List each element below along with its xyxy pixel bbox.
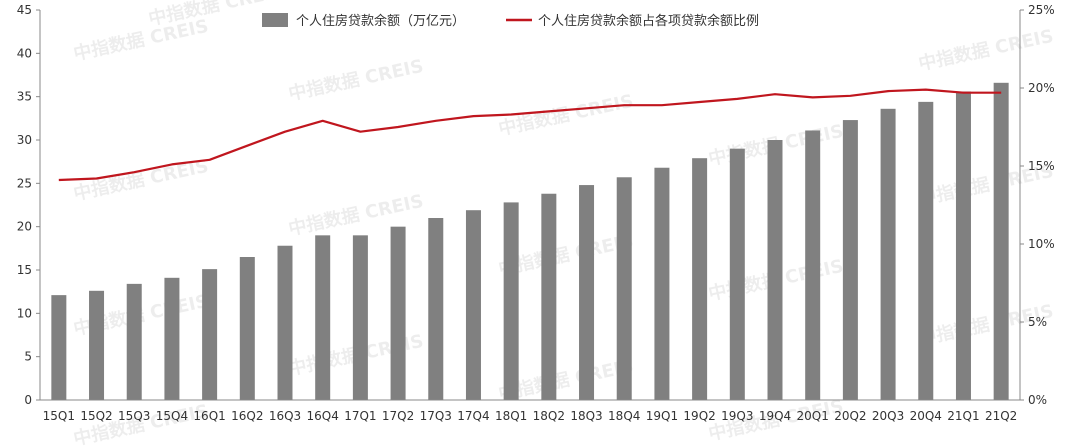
y-right-tick-label: 20%: [1028, 81, 1055, 95]
x-tick-label: 18Q3: [570, 409, 602, 423]
x-tick-label: 18Q1: [495, 409, 527, 423]
bar-16Q4: [315, 235, 331, 400]
x-tick-label: 17Q4: [457, 409, 489, 423]
y-right-tick-label: 25%: [1028, 3, 1055, 17]
y-left-tick-label: 35: [17, 90, 32, 104]
y-right-tick-labels: 0% 5% 10% 15% 20% 25%: [1020, 3, 1055, 407]
bar-21Q1: [955, 91, 971, 400]
bar-17Q4: [465, 210, 481, 400]
legend-line-label: 个人住房贷款余额占各项贷款余额比例: [538, 13, 759, 29]
x-tick-label: 19Q1: [646, 409, 678, 423]
x-tick-label: 19Q2: [683, 409, 715, 423]
y-left-tick-label: 40: [17, 46, 32, 60]
bar-18Q3: [579, 185, 595, 400]
bar-18Q4: [616, 177, 632, 400]
x-tick-label: 21Q2: [985, 409, 1017, 423]
bar-20Q4: [918, 101, 934, 400]
axes: [39, 10, 1021, 401]
legend-bar-label: 个人住房贷款余额（万亿元）: [296, 13, 465, 29]
watermark-text: 中指数据 CREIS: [71, 400, 210, 447]
y-right-tick-label: 0%: [1028, 393, 1047, 407]
x-tick-label: 19Q4: [759, 409, 791, 423]
y-left-tick-label: 20: [17, 220, 32, 234]
x-tick-label: 15Q3: [118, 409, 150, 423]
x-tick-label: 16Q2: [231, 409, 263, 423]
x-tick-label: 20Q2: [834, 409, 866, 423]
x-tick-label: 17Q1: [344, 409, 376, 423]
x-tick-label: 19Q3: [721, 409, 753, 423]
bar-15Q3: [126, 283, 142, 400]
bar-15Q1: [51, 295, 67, 400]
ratio-line: [58, 88, 1002, 182]
x-tick-label: 16Q4: [307, 409, 339, 423]
x-tick-label: 18Q2: [533, 409, 565, 423]
bar-19Q1: [654, 167, 670, 400]
legend: 个人住房贷款余额（万亿元） 个人住房贷款余额占各项贷款余额比例: [262, 13, 759, 29]
watermark-text: 中指数据 CREIS: [286, 55, 425, 105]
x-tick-label: 15Q1: [43, 409, 75, 423]
bar-15Q2: [89, 290, 105, 400]
y-left-tick-label: 30: [17, 133, 32, 147]
y-left-tick-label: 45: [17, 3, 32, 17]
x-tick-labels: 15Q1 15Q2 15Q3 15Q4 16Q1 16Q2 16Q3 16Q4 17Q1 17Q2…: [43, 409, 1018, 423]
bar-16Q2: [239, 257, 255, 400]
x-tick-label: 15Q4: [156, 409, 188, 423]
bar-17Q2: [390, 226, 406, 400]
x-tick-label: 18Q4: [608, 409, 640, 423]
x-tick-label: 16Q1: [193, 409, 225, 423]
bar-21Q2: [993, 82, 1009, 401]
y-right-tick-label: 15%: [1028, 159, 1055, 173]
x-tick-label: 17Q2: [382, 409, 414, 423]
y-left-tick-label: 0: [24, 393, 32, 407]
bar-18Q1: [503, 202, 519, 400]
bar-16Q3: [277, 245, 293, 400]
bar-17Q3: [428, 218, 444, 400]
bar-18Q2: [541, 193, 557, 400]
line-series: [58, 88, 1002, 182]
y-left-tick-label: 25: [17, 176, 32, 190]
x-tick-label: 17Q3: [420, 409, 452, 423]
x-tick-label: 20Q3: [872, 409, 904, 423]
y-left-tick-label: 10: [17, 306, 32, 320]
legend-bar-swatch: [262, 13, 288, 27]
bar-20Q1: [805, 130, 821, 400]
bar-19Q4: [767, 140, 783, 400]
watermark-text: 中指数据 CREIS: [71, 15, 210, 65]
bar-19Q3: [729, 148, 745, 400]
y-right-tick-label: 5%: [1028, 315, 1047, 329]
y-left-tick-label: 5: [24, 350, 32, 364]
x-tick-label: 20Q4: [910, 409, 942, 423]
x-tick-label: 21Q1: [947, 409, 979, 423]
bar-17Q1: [352, 235, 368, 400]
x-tick-label: 20Q1: [797, 409, 829, 423]
watermark-layer: 中指数据 CREIS 中指数据 CREIS 中指数据 CREIS 中指数据 CREIS…: [71, 0, 1055, 447]
x-tick-label: 15Q2: [80, 409, 112, 423]
y-left-tick-label: 15: [17, 263, 32, 277]
bar-series: [51, 82, 1009, 401]
bar-15Q4: [164, 277, 180, 400]
bar-20Q3: [880, 108, 896, 401]
y-right-tick-label: 10%: [1028, 237, 1055, 251]
bar-20Q2: [842, 120, 858, 401]
bar-16Q1: [202, 269, 218, 400]
x-tick-label: 16Q3: [269, 409, 301, 423]
watermark-text: 中指数据 CREIS: [916, 25, 1055, 75]
y-left-tick-labels: 0 5 10 15 20 25 30 35 40 45: [17, 3, 40, 407]
bar-19Q2: [692, 158, 708, 400]
